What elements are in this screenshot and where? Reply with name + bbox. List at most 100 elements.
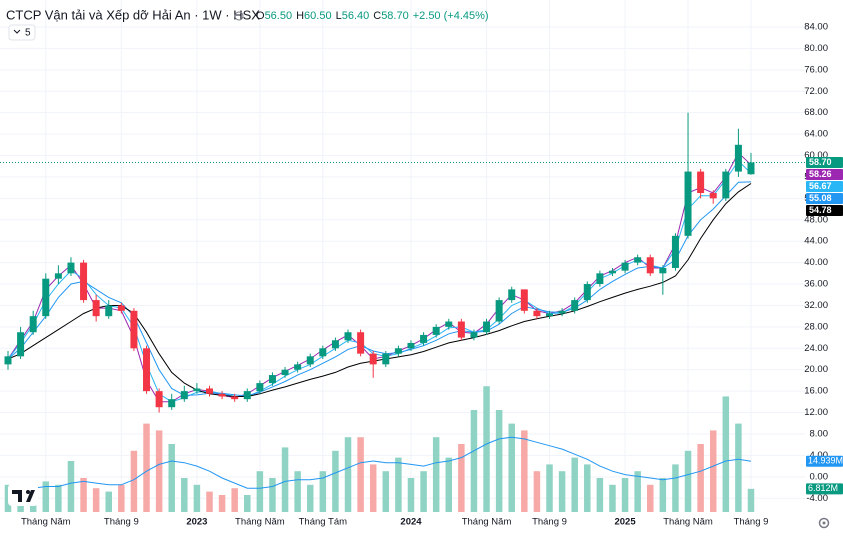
y-tick-label: 16.00 [804, 386, 828, 397]
x-tick-label: 2024 [400, 517, 422, 528]
volume-bar [332, 450, 339, 512]
last-value-tag [806, 192, 843, 204]
candle-body [457, 321, 465, 338]
volume-bar [533, 471, 541, 512]
logo-mark [12, 490, 35, 502]
volume-bar [546, 464, 553, 512]
volume-bar [294, 471, 301, 512]
volume-bar [609, 484, 616, 512]
volume-tag [806, 455, 843, 467]
volume-bar [395, 457, 402, 512]
volume-bar [483, 386, 490, 512]
x-tick-label: 2023 [186, 517, 207, 528]
ohlc-key: O [256, 10, 265, 22]
volume-bar [181, 478, 188, 512]
candle-body [92, 300, 100, 317]
y-tick-label: 64.00 [804, 129, 828, 140]
volume-bar [118, 484, 125, 512]
candle-body [29, 316, 37, 333]
last-value-label: 58.70 [809, 157, 832, 167]
candle-body [445, 321, 453, 327]
logo-dot [26, 490, 30, 494]
candle-body [319, 348, 327, 357]
candle-body [722, 171, 730, 199]
x-tick-label: 2025 [614, 517, 636, 528]
candle-body [218, 393, 226, 397]
volume-bar [244, 495, 251, 512]
volume-bar [584, 464, 591, 512]
header: CTCP Vận tải và Xếp dỡ Hải An · 1W · HSX… [6, 7, 489, 41]
ohlc-value: 58.70 [381, 10, 409, 22]
last-value-label: 54.78 [809, 205, 832, 215]
y-tick-label: 40.00 [804, 257, 828, 268]
candle-body [634, 257, 642, 263]
y-tick-label: 0.00 [810, 471, 829, 482]
candle-body [420, 334, 428, 343]
candle-body [117, 305, 125, 311]
candle-body [407, 342, 415, 349]
volume-bar [432, 437, 440, 512]
indicator-toggle[interactable] [8, 24, 36, 41]
volume-bar [521, 430, 528, 512]
y-tick-label: 72.00 [804, 86, 828, 97]
x-tick-label: Tháng Năm [663, 517, 713, 528]
candle-body [520, 289, 528, 311]
ohlc-value: 56.40 [342, 10, 370, 22]
volume-bar [92, 488, 100, 512]
candle-body [508, 289, 516, 301]
candle-body [193, 388, 201, 392]
y-tick-label: -4.00 [806, 493, 828, 504]
eye-icon[interactable] [234, 11, 244, 21]
x-tick-label: Tháng Năm [21, 517, 71, 528]
x-tick-label: Tháng Năm [462, 517, 512, 528]
y-tick-label: 60.00 [804, 150, 828, 161]
volume-bar [672, 464, 679, 512]
candle-body [646, 257, 654, 274]
candle-body [533, 310, 541, 317]
ohlc-key: C [373, 10, 381, 22]
volume-bar [420, 471, 427, 512]
candle-body [432, 326, 440, 335]
volume-bar [344, 437, 352, 512]
volume-bar [735, 423, 742, 512]
volume-bar [319, 471, 327, 512]
volume-bar [495, 410, 503, 512]
y-tick-label: 4.00 [810, 450, 829, 461]
candle-body [571, 300, 579, 311]
candle-body [659, 267, 667, 274]
candle-body [394, 348, 402, 354]
volume-bar [382, 471, 390, 512]
volume-bar [407, 478, 415, 512]
candle-body [734, 144, 742, 172]
candle-body [42, 278, 50, 317]
candle-body [596, 273, 604, 285]
x-tick-label: Tháng 9 [734, 517, 769, 528]
volume-bar [206, 491, 213, 512]
candle-body [357, 332, 365, 354]
ohlc-value: 56.50 [265, 10, 293, 22]
candle-body [369, 353, 377, 365]
candle-body [608, 270, 616, 274]
volume-bar [168, 444, 175, 512]
volume-bar [155, 430, 163, 512]
volume-bar [306, 484, 314, 512]
volume-bar [218, 495, 226, 512]
candle-body [143, 348, 151, 392]
volume-bar [281, 447, 289, 512]
gear-icon[interactable] [818, 517, 830, 529]
volume-bar [55, 484, 62, 512]
volume-bar [80, 478, 87, 512]
y-tick-label: 28.00 [804, 321, 828, 332]
candle-body [231, 396, 239, 400]
ohlc-value: 60.50 [304, 10, 332, 22]
volume-bar [143, 423, 150, 512]
x-tick-label: Tháng Tám [299, 517, 347, 528]
volume-bar [256, 471, 264, 512]
ohlc-legend: O56.50 H60.50 L56.40 C58.70 +2.50 (+4.45%) [256, 10, 489, 22]
candle-body [382, 353, 390, 365]
candle-body [17, 332, 25, 357]
candle-body [546, 313, 554, 317]
volume-bar [697, 444, 704, 512]
settings[interactable] [818, 517, 830, 529]
